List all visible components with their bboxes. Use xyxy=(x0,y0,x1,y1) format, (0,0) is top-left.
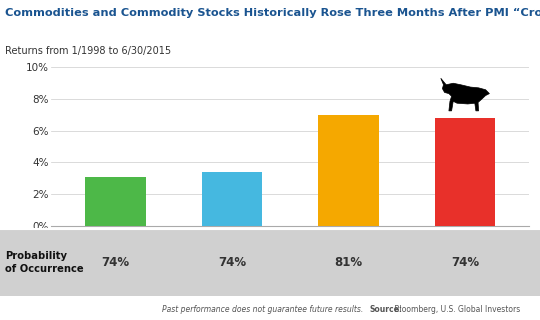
Bar xyxy=(201,172,262,226)
Text: Source:: Source: xyxy=(370,305,403,314)
Text: Returns from 1/1998 to 6/30/2015: Returns from 1/1998 to 6/30/2015 xyxy=(5,46,172,56)
Bar xyxy=(318,115,379,226)
Text: Bloomberg, U.S. Global Investors: Bloomberg, U.S. Global Investors xyxy=(392,305,519,314)
Text: Probability
of Occurrence: Probability of Occurrence xyxy=(5,251,84,274)
Text: Commodities and Commodity Stocks Historically Rose Three Months After PMI “Cross: Commodities and Commodity Stocks Histori… xyxy=(5,8,540,18)
Bar xyxy=(85,177,146,226)
Text: 81%: 81% xyxy=(334,256,362,269)
Text: 74%: 74% xyxy=(451,256,479,269)
Text: 74%: 74% xyxy=(218,256,246,269)
Bar xyxy=(435,118,495,226)
Text: 74%: 74% xyxy=(102,256,130,269)
Text: Past performance does not guarantee future results.: Past performance does not guarantee futu… xyxy=(162,305,363,314)
